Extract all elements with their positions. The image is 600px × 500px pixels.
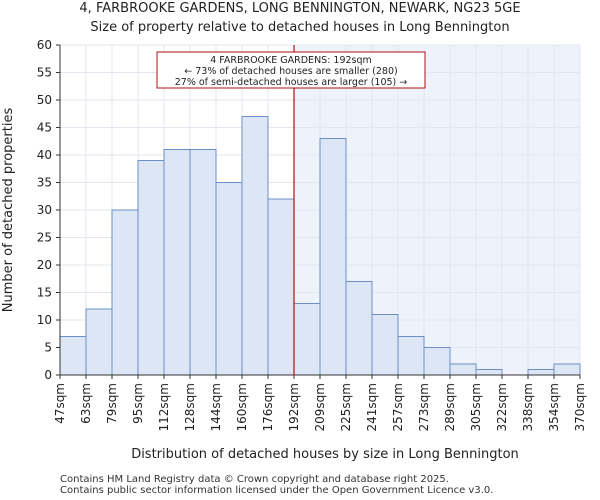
y-tick-label: 15 — [37, 286, 52, 300]
x-tick-label: 128sqm — [183, 383, 197, 431]
y-tick-label: 30 — [37, 203, 52, 217]
y-axis-label: Number of detached properties — [1, 108, 16, 313]
x-tick-label: 225sqm — [339, 383, 353, 431]
x-tick-label: 176sqm — [261, 383, 275, 431]
x-tick-label: 241sqm — [365, 383, 379, 431]
bar — [345, 281, 373, 376]
bar — [267, 198, 295, 376]
bar — [371, 314, 399, 376]
x-axis-label: Distribution of detached houses by size … — [131, 447, 519, 462]
x-tick-label: 112sqm — [157, 383, 171, 431]
annotation-box — [156, 51, 426, 89]
x-tick-label: 322sqm — [495, 383, 509, 431]
bar — [59, 336, 87, 376]
x-tick-label: 192sqm — [287, 383, 301, 431]
bar — [553, 363, 581, 376]
annotation-text: 27% of semi-detached houses are larger (… — [175, 77, 408, 88]
y-tick-label: 55 — [37, 66, 52, 80]
bar — [137, 160, 165, 376]
y-tick-label: 5 — [44, 341, 52, 355]
x-tick-label: 47sqm — [53, 383, 67, 424]
footer-line-1: Contains HM Land Registry data © Crown c… — [60, 474, 449, 485]
y-tick-label: 25 — [37, 231, 52, 245]
x-tick-label: 63sqm — [79, 383, 93, 424]
bar — [293, 303, 321, 376]
x-tick-label: 257sqm — [391, 383, 405, 431]
bar — [449, 363, 477, 376]
chart-title: 4, FARBROOKE GARDENS, LONG BENNINGTON, N… — [79, 1, 520, 16]
x-tick-label: 144sqm — [209, 383, 223, 431]
y-tick-label: 0 — [44, 368, 52, 382]
y-tick-label: 35 — [37, 176, 52, 190]
x-tick-label: 354sqm — [547, 383, 561, 431]
chart-subtitle: Size of property relative to detached ho… — [90, 20, 509, 35]
y-tick-label: 50 — [37, 93, 52, 107]
bar — [85, 308, 113, 376]
bar — [241, 116, 269, 376]
y-tick-label: 40 — [37, 148, 52, 162]
bar — [475, 369, 503, 376]
annotation-text: ← 73% of detached houses are smaller (28… — [184, 66, 397, 77]
x-tick-label: 160sqm — [235, 383, 249, 431]
y-tick-label: 60 — [37, 38, 52, 52]
bar — [215, 182, 243, 376]
bar — [111, 209, 139, 376]
x-tick-label: 289sqm — [443, 383, 457, 431]
bar — [163, 149, 191, 376]
x-tick-label: 79sqm — [105, 383, 119, 424]
x-tick-label: 370sqm — [573, 383, 587, 431]
bar — [319, 138, 347, 376]
y-tick-label: 20 — [37, 258, 52, 272]
x-tick-label: 209sqm — [313, 383, 327, 431]
y-tick-label: 45 — [37, 121, 52, 135]
x-tick-label: 95sqm — [131, 383, 145, 424]
x-tick-label: 338sqm — [521, 383, 535, 431]
y-tick-label: 10 — [37, 313, 52, 327]
bar — [527, 369, 555, 376]
footer-line-2: Contains public sector information licen… — [60, 485, 494, 496]
bar — [397, 336, 425, 376]
bar — [423, 347, 451, 376]
bar — [189, 149, 217, 376]
x-tick-label: 273sqm — [417, 383, 431, 431]
plot-area: 0 5 10 15 20 25 30 35 40 45 50 55 60 47sqm 63sqm 79sqm 9… — [37, 38, 587, 431]
x-tick-label: 305sqm — [469, 383, 483, 431]
annotation-text: 4 FARBROOKE GARDENS: 192sqm — [210, 55, 372, 66]
